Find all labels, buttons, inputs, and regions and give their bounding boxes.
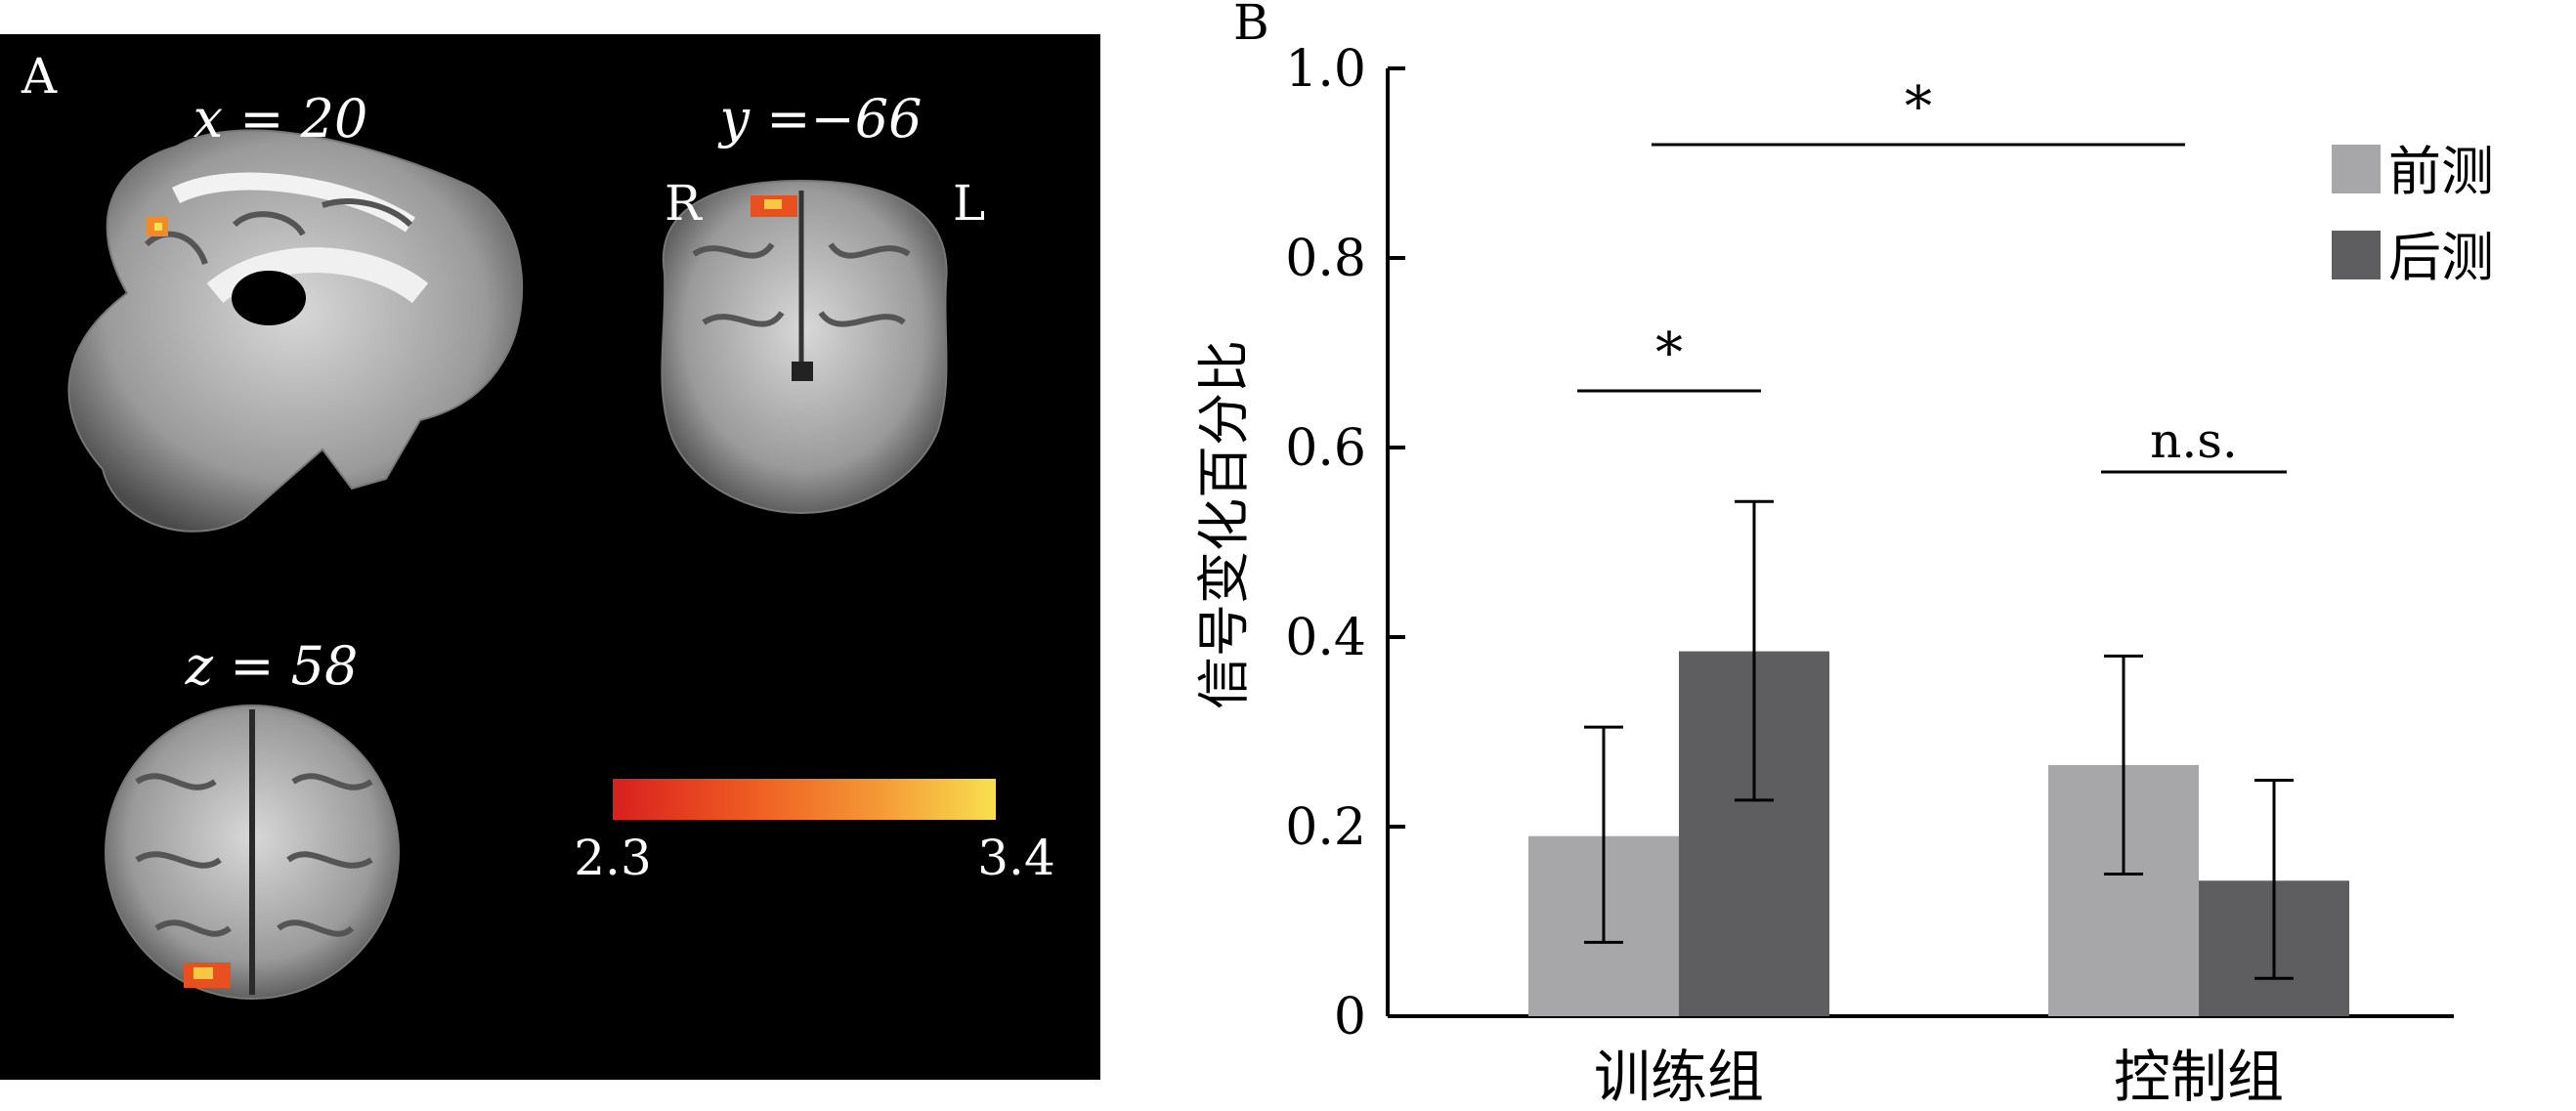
legend-label-0: 前测 <box>2388 141 2494 202</box>
significance-label: * <box>1905 75 1932 139</box>
legend-label-1: 后测 <box>2388 227 2494 288</box>
error-bars <box>1584 499 2294 980</box>
coronal-right-marker: R <box>665 175 703 232</box>
brain-panel: A x = 20 y =−66 R L z = 58 2.3 3.4 <box>0 34 1100 1080</box>
colorbar-max-label: 3.4 <box>977 830 1055 886</box>
y-tick-label: 0.6 <box>1285 419 1366 478</box>
colorbar <box>613 779 996 820</box>
significance-label: * <box>1655 321 1683 385</box>
coronal-slice <box>661 179 948 515</box>
axial-label: z = 58 <box>185 635 359 697</box>
colorbar-min-label: 2.3 <box>574 830 652 886</box>
panel-a-letter: A <box>21 48 58 105</box>
x-category-label: 控制组 <box>2114 1044 2284 1110</box>
x-category-label: 训练组 <box>1594 1044 1764 1110</box>
bars: 训练组 控制组 <box>1528 651 2349 1110</box>
significance-label: n.s. <box>2150 412 2238 469</box>
sagittal-label: x = 20 <box>193 88 368 150</box>
axial-slice <box>105 705 400 1000</box>
y-tick-label: 0.8 <box>1285 230 1366 288</box>
y-tick-label: 1.0 <box>1285 40 1366 99</box>
sagittal-slice <box>67 129 524 533</box>
coronal-label: y =−66 <box>718 88 923 150</box>
y-axis-label: 信号变化百分比 <box>1193 340 1255 709</box>
axes: 0 0.2 0.4 0.6 0.8 1.0 <box>1285 40 2454 1047</box>
annotations: * n.s. * <box>1577 75 2287 474</box>
panel-b-letter: B <box>1233 0 1269 51</box>
coronal-left-marker: L <box>953 175 985 232</box>
y-tick-label: 0.4 <box>1285 609 1366 667</box>
legend-swatch-0 <box>2332 145 2381 193</box>
legend-swatch-1 <box>2332 231 2381 279</box>
y-tick-label: 0 <box>1334 988 1366 1047</box>
y-tick-label: 0.2 <box>1285 798 1366 857</box>
